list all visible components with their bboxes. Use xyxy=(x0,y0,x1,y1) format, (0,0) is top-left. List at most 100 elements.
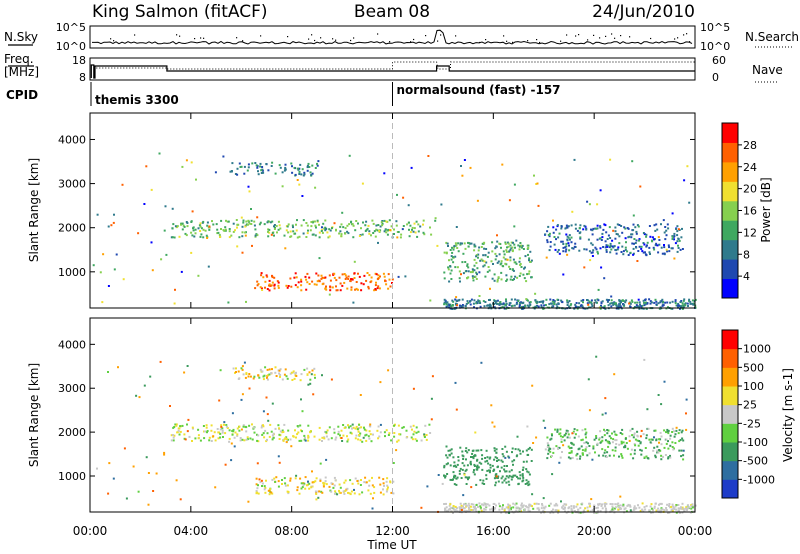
power-pixel xyxy=(260,272,263,275)
velocity-pixel xyxy=(243,361,246,364)
power-pixel xyxy=(377,224,380,226)
velocity-pixel xyxy=(629,504,631,507)
power-pixel xyxy=(570,241,573,244)
velocity-pixel xyxy=(353,488,355,491)
power-pixel xyxy=(606,244,609,247)
velocity-pixel xyxy=(606,432,609,435)
velocity-pixel xyxy=(283,423,286,426)
power-colorbar-swatch xyxy=(722,259,738,280)
power-pixel xyxy=(199,235,202,238)
velocity-pixel xyxy=(493,425,496,428)
velocity-pixel xyxy=(667,457,670,460)
power-pixel xyxy=(673,238,675,241)
velocity-pixel xyxy=(399,433,402,436)
power-pixel xyxy=(461,242,463,245)
velocity-pixel xyxy=(671,508,674,511)
velocity-pixel xyxy=(596,511,599,514)
velocity-pixel xyxy=(674,442,677,444)
power-pixel xyxy=(254,234,257,237)
velocity-pixel xyxy=(606,451,609,454)
velocity-pixel xyxy=(687,504,690,507)
velocity-pixel xyxy=(543,507,546,510)
power-pixel xyxy=(350,288,353,291)
power-pixel xyxy=(473,245,476,248)
power-pixel xyxy=(365,220,368,223)
velocity-pixel xyxy=(411,438,414,441)
velocity-pixel xyxy=(470,486,473,489)
power-pixel xyxy=(443,301,446,304)
power-pixel xyxy=(385,220,388,223)
velocity-pixel xyxy=(598,502,601,505)
nsky-dot xyxy=(512,41,514,43)
power-pixel xyxy=(452,300,455,303)
velocity-pixel xyxy=(581,502,584,505)
velocity-pixel xyxy=(349,479,352,482)
velocity-data xyxy=(96,355,697,514)
power-pixel xyxy=(387,273,390,276)
velocity-pixel xyxy=(579,455,582,458)
velocity-pixel xyxy=(307,480,309,483)
velocity-pixel xyxy=(564,506,566,509)
power-pixel xyxy=(477,253,480,256)
power-pixel xyxy=(446,242,449,245)
power-pixel xyxy=(241,225,244,228)
power-pixel xyxy=(518,248,521,251)
velocity-pixel xyxy=(155,472,158,475)
velocity-pixel xyxy=(620,442,623,445)
velocity-pixel xyxy=(278,438,281,440)
velocity-pixel xyxy=(456,510,459,513)
velocity-pixel xyxy=(479,479,482,482)
velocity-pixel xyxy=(163,453,166,456)
power-pixel xyxy=(639,185,642,188)
velocity-pixel xyxy=(152,490,155,492)
velocity-pixel xyxy=(411,428,413,431)
power-pixel xyxy=(616,248,619,251)
velocity-pixel xyxy=(555,509,558,512)
power-colorbar-swatch xyxy=(722,220,738,241)
power-pixel xyxy=(521,244,524,247)
power-pixel xyxy=(311,164,314,167)
velocity-pixel xyxy=(289,479,292,482)
power-colorbar-swatch xyxy=(722,278,738,299)
power-pixel xyxy=(414,231,417,234)
velocity-pixel xyxy=(449,503,452,506)
velocity-pixel xyxy=(387,369,390,372)
velocity-pixel xyxy=(627,503,630,506)
velocity-pixel xyxy=(186,430,189,433)
power-pixel xyxy=(183,225,186,228)
velocity-pixel xyxy=(313,367,316,370)
power-pixel xyxy=(461,174,464,177)
power-pixel xyxy=(475,300,478,303)
velocity-pixel xyxy=(257,440,260,443)
power-pixel xyxy=(317,160,320,163)
velocity-pixel xyxy=(443,466,446,469)
power-pixel xyxy=(340,233,343,236)
velocity-pixel xyxy=(519,474,522,477)
freq-label-top: Freq. xyxy=(4,52,34,66)
velocity-pixel xyxy=(574,433,577,436)
power-pixel xyxy=(493,303,496,306)
velocity-pixel xyxy=(563,507,566,510)
velocity-pixel xyxy=(663,429,666,432)
power-pixel xyxy=(667,227,670,230)
power-pixel xyxy=(113,213,115,216)
velocity-pixel xyxy=(624,446,627,449)
velocity-pixel xyxy=(657,451,660,454)
power-pixel xyxy=(649,235,652,238)
velocity-pixel xyxy=(489,469,491,472)
velocity-pixel xyxy=(249,437,252,440)
velocity-pixel xyxy=(567,456,570,459)
velocity-pixel xyxy=(354,427,357,430)
power-pixel xyxy=(489,304,492,307)
velocity-pixel xyxy=(210,424,213,427)
freq-tick-top: 18 xyxy=(72,54,86,67)
velocity-pixel xyxy=(348,426,350,429)
velocity-pixel xyxy=(476,465,478,468)
velocity-pixel xyxy=(296,486,299,489)
power-pixel xyxy=(475,255,478,258)
power-pixel xyxy=(557,302,560,305)
velocity-pixel xyxy=(552,447,555,450)
power-pixel xyxy=(674,242,677,245)
power-pixel xyxy=(497,276,500,279)
